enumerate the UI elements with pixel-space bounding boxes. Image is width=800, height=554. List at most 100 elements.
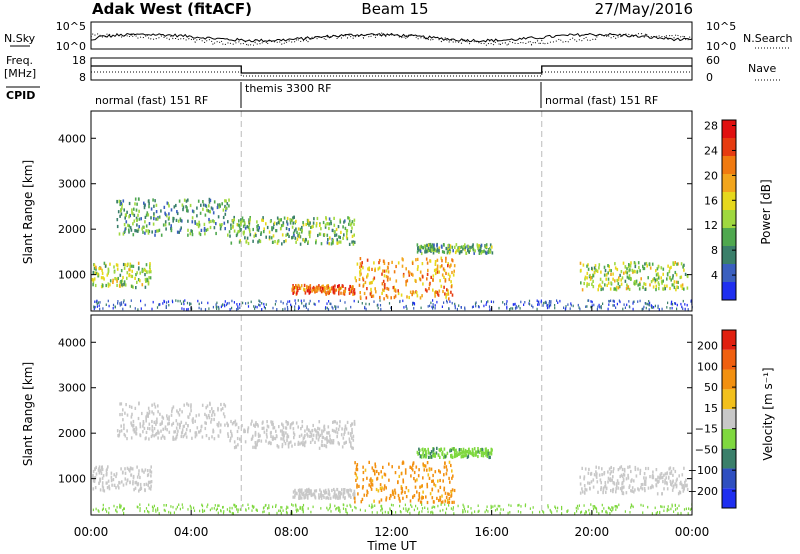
echo-cell — [172, 405, 175, 409]
echo-cell — [137, 213, 139, 217]
echo-cell — [327, 425, 330, 429]
echo-cell — [348, 291, 351, 295]
echo-cell — [322, 220, 325, 225]
echo-cell — [614, 287, 617, 291]
echo-cell — [610, 281, 612, 285]
echo-cell — [266, 428, 268, 432]
echo-cell — [116, 283, 118, 287]
echo-cell — [168, 212, 170, 216]
echo-cell — [159, 412, 161, 416]
echo-cell — [149, 276, 152, 280]
echo-cell — [378, 258, 381, 263]
echo-cell — [469, 248, 471, 252]
echo-cell — [226, 302, 228, 305]
echo-cell — [301, 420, 304, 424]
echo-cell — [639, 471, 641, 476]
echo-cell — [154, 233, 156, 237]
echo-cell — [306, 289, 309, 293]
echo-cell — [282, 223, 285, 227]
colorbar-swatch — [722, 246, 736, 264]
echo-cell — [638, 488, 640, 492]
echo-cell — [509, 308, 511, 311]
echo-cell — [421, 262, 424, 266]
echo-cell — [241, 216, 244, 220]
nave-label: Nave — [748, 62, 776, 75]
colorbar-swatch — [722, 192, 736, 210]
y-tick-label: 1000 — [58, 269, 86, 282]
echo-cell — [447, 262, 449, 266]
echo-cell — [323, 489, 325, 493]
echo-cell — [345, 508, 347, 512]
echo-cell — [578, 504, 580, 507]
echo-cell — [391, 465, 393, 469]
echo-cell — [349, 493, 351, 497]
echo-cell — [453, 449, 456, 453]
echo-cell — [426, 482, 428, 486]
echo-cell — [382, 259, 385, 263]
echo-cell — [327, 488, 330, 492]
echo-cell — [221, 406, 224, 411]
echo-cell — [263, 227, 265, 231]
echo-cell — [648, 303, 650, 307]
echo-cell — [556, 509, 558, 513]
echo-cell — [205, 434, 208, 438]
echo-cell — [424, 288, 427, 292]
echo-cell — [201, 403, 204, 407]
echo-cell — [348, 242, 351, 246]
echo-cell — [302, 503, 305, 507]
echo-cell — [434, 262, 437, 266]
echo-cell — [368, 266, 370, 270]
colorbar-tick-label: 8 — [711, 244, 718, 257]
echo-cell — [229, 436, 232, 440]
echo-cell — [272, 426, 274, 430]
echo-cell — [610, 465, 612, 470]
echo-cell — [92, 283, 94, 287]
echo-cell — [442, 455, 445, 460]
echo-cell — [591, 266, 593, 270]
echo-cell — [421, 448, 423, 452]
echo-cell — [642, 504, 644, 507]
echo-cell — [118, 232, 121, 236]
echo-cell — [449, 245, 452, 249]
echo-cell — [598, 303, 600, 307]
echo-cell — [100, 276, 103, 280]
echo-cell — [480, 245, 482, 249]
echo-cell — [265, 222, 267, 226]
echo-cell — [255, 233, 257, 238]
echo-cell — [122, 199, 125, 203]
echo-cell — [128, 268, 130, 272]
echo-cell — [324, 437, 326, 441]
echo-cell — [297, 509, 299, 512]
echo-cell — [615, 306, 617, 309]
echo-cell — [248, 227, 251, 232]
echo-cell — [202, 203, 205, 207]
echo-cell — [316, 289, 318, 293]
echo-cell — [354, 276, 357, 280]
echo-cell — [441, 305, 443, 308]
echo-cell — [321, 287, 324, 291]
echo-cell — [673, 510, 675, 513]
echo-cell — [451, 245, 454, 249]
echo-cell — [236, 429, 239, 434]
echo-cell — [351, 286, 353, 290]
echo-cell — [645, 466, 647, 471]
echo-cell — [626, 283, 628, 287]
echo-cell — [383, 269, 386, 273]
echo-cell — [135, 430, 137, 434]
echo-cell — [262, 216, 264, 220]
echo-cell — [492, 505, 494, 508]
echo-cell — [178, 199, 181, 203]
echo-cell — [189, 232, 192, 236]
echo-cell — [119, 273, 122, 277]
echo-cell — [680, 511, 682, 515]
echo-cell — [318, 284, 320, 288]
echo-cell — [148, 427, 151, 431]
echo-cell — [663, 284, 666, 288]
echo-cell — [124, 263, 126, 267]
echo-cell — [645, 302, 647, 305]
echo-cell — [427, 473, 430, 477]
echo-cell — [152, 300, 154, 304]
echo-cell — [315, 429, 317, 433]
echo-cell — [664, 287, 666, 291]
echo-cell — [189, 303, 191, 306]
